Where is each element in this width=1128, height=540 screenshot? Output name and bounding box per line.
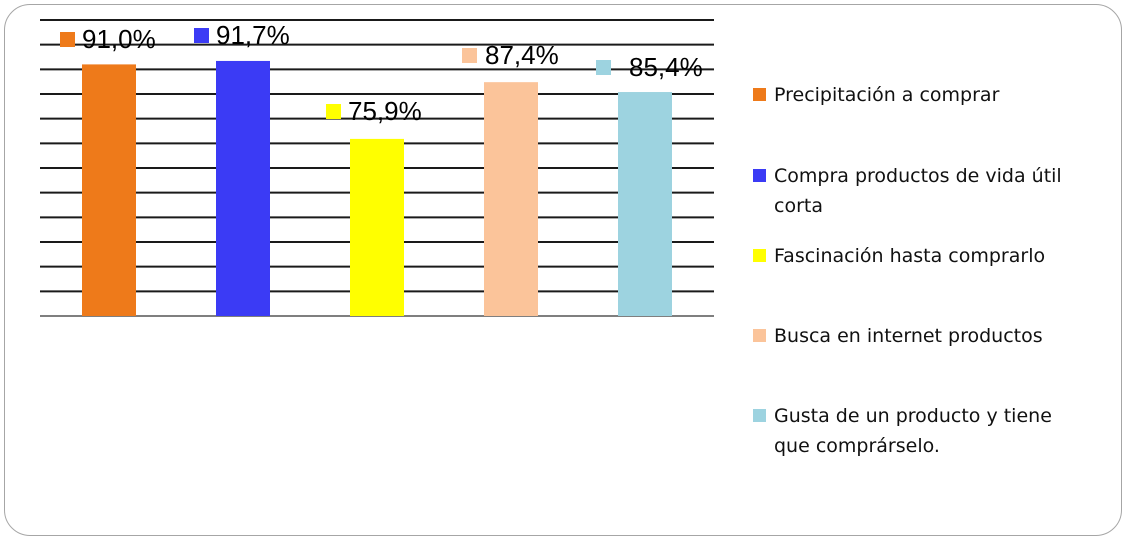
bar-1 [82, 64, 136, 317]
legend-label-5-line2: que comprárselo. [774, 435, 940, 457]
data-label-5: 85,4% [629, 52, 703, 82]
data-label-3: 75,9% [348, 96, 422, 126]
data-label-4: 87,4% [485, 40, 559, 70]
bar-3 [350, 138, 404, 316]
legend-swatch-1 [753, 88, 766, 101]
chart-frame [4, 4, 1122, 536]
legend-swatch-2 [753, 169, 766, 182]
bar-4 [484, 82, 538, 316]
bar-5 [618, 92, 672, 316]
legend-label-4: Busca en internet productos [774, 325, 1043, 347]
legend-swatch-3 [753, 249, 766, 262]
legend-label-5: Gusta de un producto y tiene [774, 405, 1052, 427]
data-label-2: 91,7% [216, 20, 290, 50]
legend-swatch-5 [753, 409, 766, 422]
legend-label-3: Fascinación hasta comprarlo [774, 245, 1045, 267]
legend-label-2-line2: corta [774, 195, 823, 217]
data-label-marker-1 [60, 32, 75, 47]
legend-label-1: Precipitación a comprar [774, 84, 1000, 106]
legend-swatch-4 [753, 329, 766, 342]
data-label-1: 91,0% [82, 24, 156, 54]
data-label-marker-4 [462, 48, 477, 63]
data-label-marker-5 [596, 60, 611, 75]
bar-2 [216, 60, 270, 316]
data-label-marker-3 [326, 104, 341, 119]
legend-label-2: Compra productos de vida útil [774, 165, 1062, 187]
data-label-marker-2 [194, 28, 209, 43]
